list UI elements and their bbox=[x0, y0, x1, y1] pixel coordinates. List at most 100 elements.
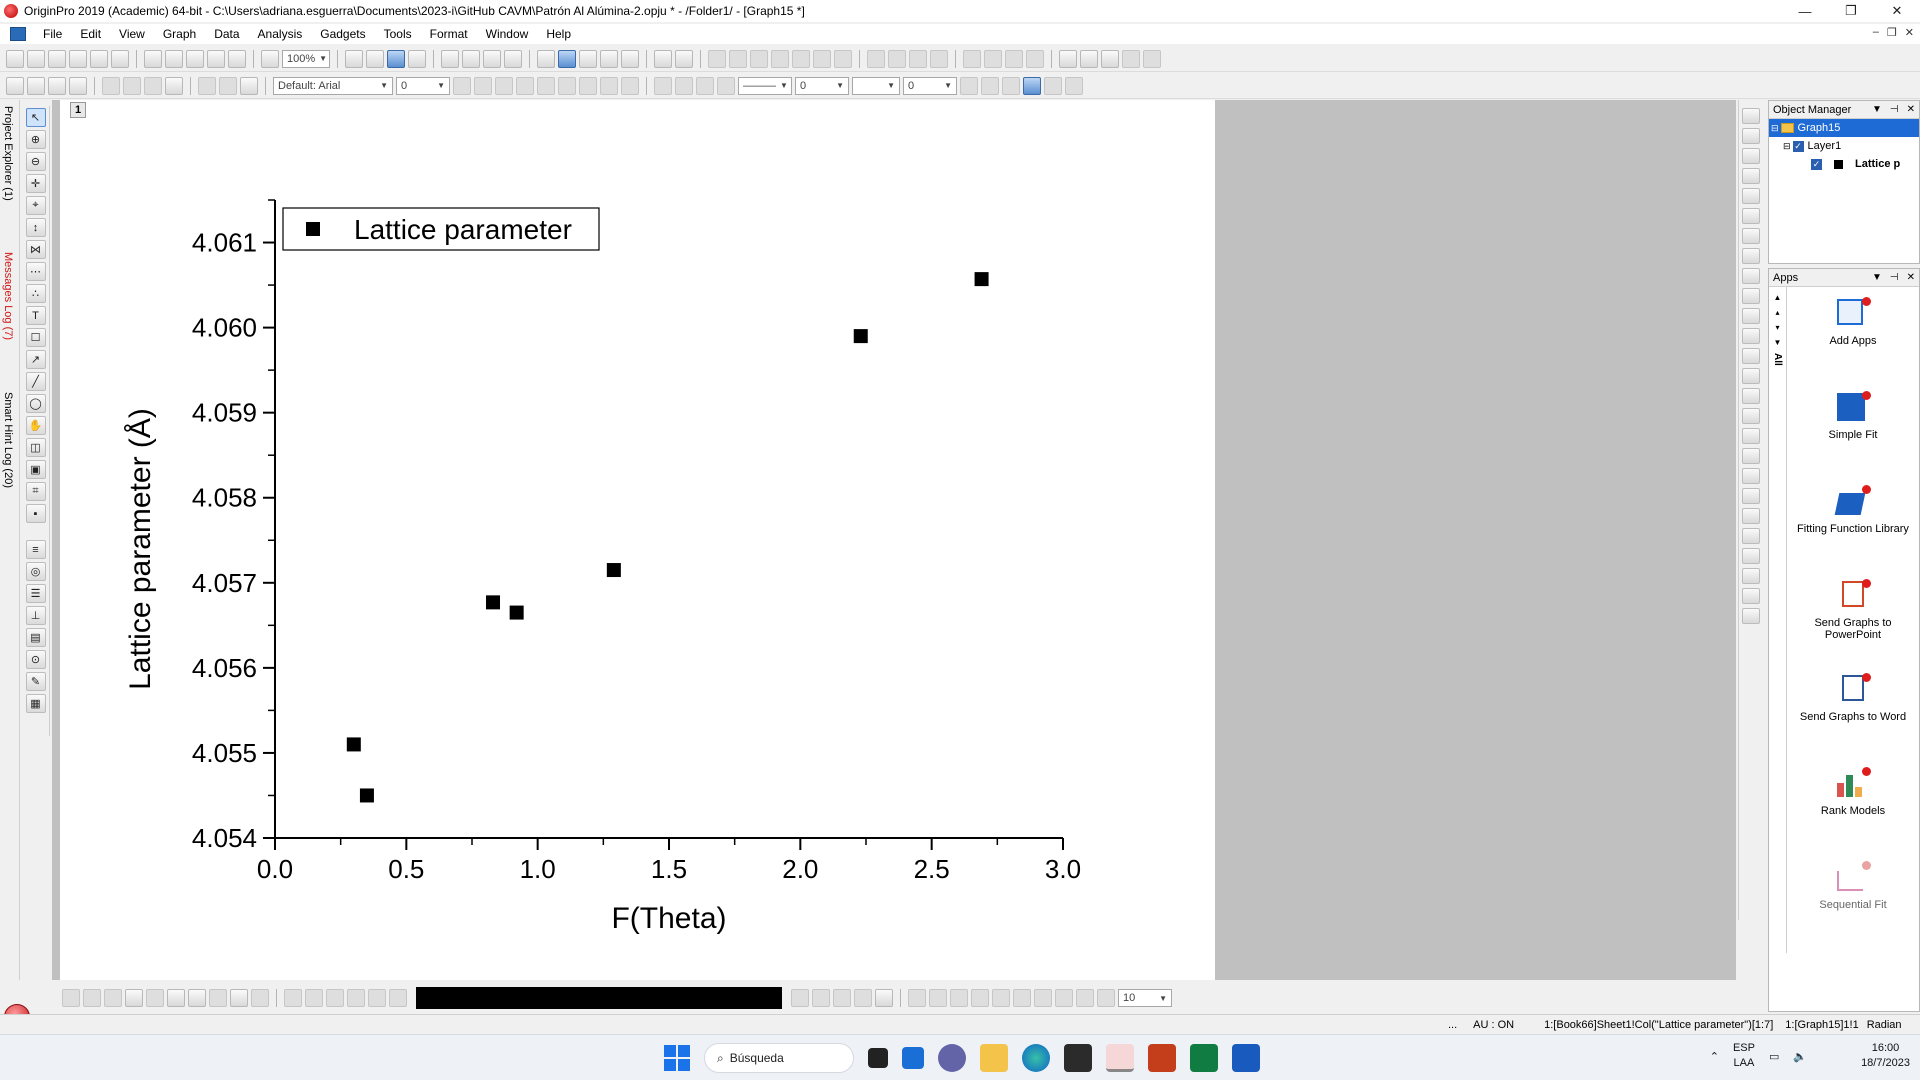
tree-node-plot[interactable]: ✓ Lattice p bbox=[1769, 155, 1919, 173]
tree-node-graph[interactable]: ⊟ Graph15 bbox=[1769, 119, 1919, 137]
extract-layer-icon[interactable] bbox=[1741, 288, 1760, 304]
multi-panel-icon[interactable] bbox=[146, 989, 164, 1007]
sort-icon[interactable] bbox=[729, 49, 747, 68]
underline-icon[interactable] bbox=[495, 76, 513, 95]
line-symbol-plot-icon[interactable] bbox=[104, 989, 122, 1007]
data-selector-tool-icon[interactable]: ⋈ bbox=[25, 240, 46, 259]
cut-icon[interactable] bbox=[198, 76, 216, 95]
link-icon[interactable] bbox=[1741, 488, 1760, 504]
app-send-graphs-powerpoint[interactable]: Send Graphs to PowerPoint bbox=[1787, 577, 1919, 671]
arrange-layers-icon[interactable] bbox=[1741, 428, 1760, 444]
column-plot-icon[interactable] bbox=[125, 989, 143, 1007]
new-matrix-icon[interactable] bbox=[90, 49, 108, 68]
filter-icon[interactable] bbox=[813, 49, 831, 68]
store-icon[interactable] bbox=[1064, 1044, 1092, 1072]
app-rank-models[interactable]: Rank Models bbox=[1787, 765, 1919, 859]
data-point[interactable] bbox=[486, 595, 501, 610]
mask-tool-icon[interactable]: ⋯ bbox=[25, 262, 46, 281]
set-y-icon[interactable] bbox=[888, 49, 906, 68]
move-left-icon[interactable] bbox=[908, 989, 926, 1007]
matrix-icon[interactable] bbox=[48, 76, 66, 95]
maximize-button[interactable]: ❐ bbox=[1845, 3, 1857, 18]
new-graph-icon[interactable] bbox=[69, 49, 87, 68]
menu-view[interactable]: View bbox=[119, 27, 145, 41]
app-send-graphs-word[interactable]: Send Graphs to Word bbox=[1787, 671, 1919, 765]
resize-3d-icon[interactable] bbox=[854, 989, 872, 1007]
superscript-icon[interactable] bbox=[516, 76, 534, 95]
save-icon[interactable] bbox=[186, 49, 204, 68]
draw-data-tool-icon[interactable]: ∴ bbox=[25, 284, 46, 303]
pattern-fill-icon[interactable] bbox=[960, 76, 978, 95]
menu-help[interactable]: Help bbox=[546, 27, 572, 41]
fill-color-icon[interactable] bbox=[654, 76, 672, 95]
new-folder-icon[interactable] bbox=[27, 49, 45, 68]
panel-menu-icon[interactable]: ▼ bbox=[1871, 272, 1882, 283]
3d-scatter-icon[interactable] bbox=[326, 989, 344, 1007]
lock-icon[interactable] bbox=[1065, 76, 1083, 95]
draw-data-icon[interactable] bbox=[621, 49, 639, 68]
legend[interactable]: Lattice parameter bbox=[282, 207, 600, 251]
front-icon[interactable] bbox=[1741, 548, 1760, 564]
box-frame-icon[interactable] bbox=[1741, 368, 1760, 384]
windows-start-icon[interactable] bbox=[664, 1045, 690, 1071]
results-log-icon[interactable] bbox=[441, 49, 459, 68]
previous-icon[interactable] bbox=[984, 49, 1002, 68]
contour-icon[interactable] bbox=[209, 989, 227, 1007]
network-icon[interactable]: ▭ bbox=[1768, 1050, 1780, 1063]
bold-icon[interactable] bbox=[453, 76, 471, 95]
data-point[interactable] bbox=[359, 788, 374, 803]
scroll-bottom-icon[interactable]: ▼ bbox=[1773, 338, 1782, 347]
surface-icon[interactable] bbox=[1097, 989, 1115, 1007]
project-explorer-tab[interactable]: Project Explorer (1) bbox=[2, 106, 14, 201]
clock[interactable]: 16:00 18/7/2023 bbox=[1861, 1041, 1910, 1071]
app-add-apps[interactable]: Add Apps bbox=[1787, 295, 1919, 389]
checkbox-icon[interactable]: ✓ bbox=[1811, 158, 1822, 170]
menu-file[interactable]: File bbox=[43, 27, 63, 41]
add-column-icon[interactable] bbox=[708, 49, 726, 68]
checkbox-icon[interactable]: ✓ bbox=[1792, 140, 1804, 152]
move-down-icon[interactable] bbox=[971, 989, 989, 1007]
line-style-select[interactable]: ——— ▼ bbox=[738, 76, 792, 95]
zoom-in-icon[interactable]: ⊕ bbox=[25, 130, 46, 149]
statistics-icon[interactable] bbox=[675, 49, 693, 68]
font-grow-icon[interactable] bbox=[579, 76, 597, 95]
annotation-tool-icon[interactable]: ☐ bbox=[25, 328, 46, 347]
filter-clear-icon[interactable] bbox=[834, 49, 852, 68]
layer-icon[interactable] bbox=[1741, 248, 1760, 264]
refresh-icon[interactable] bbox=[366, 49, 384, 68]
3d-settings-icon[interactable] bbox=[875, 989, 893, 1007]
menu-analysis[interactable]: Analysis bbox=[257, 27, 303, 41]
screen-reader-icon[interactable]: ⌖ bbox=[25, 196, 46, 215]
menu-gadgets[interactable]: Gadgets bbox=[320, 27, 366, 41]
rescale-y-icon[interactable] bbox=[1741, 148, 1760, 164]
tray-chevron-icon[interactable]: ⌃ bbox=[1709, 1050, 1719, 1063]
template-library-icon[interactable] bbox=[251, 989, 269, 1007]
menu-window[interactable]: Window bbox=[485, 27, 529, 41]
line-color-icon[interactable] bbox=[696, 76, 714, 95]
graph-page[interactable]: 1 0.0 0.5 1.0 1.5 2.0 2.5 3.0 4.054 4.055 4.056 4.… bbox=[60, 100, 1215, 980]
data-point[interactable] bbox=[346, 737, 361, 752]
align-icon[interactable] bbox=[1741, 448, 1760, 464]
merge-graph-icon[interactable] bbox=[1741, 268, 1760, 284]
insert-tool-icon[interactable]: ⌗ bbox=[25, 482, 46, 501]
apps-icon[interactable] bbox=[1059, 49, 1077, 68]
legend-tool-icon[interactable]: ☰ bbox=[25, 584, 46, 603]
3d-surface-icon[interactable] bbox=[284, 989, 302, 1007]
ellipse-tool-icon[interactable]: ◯ bbox=[25, 394, 46, 413]
color-scale-icon[interactable]: ≡ bbox=[25, 540, 46, 559]
pin-icon[interactable]: ⊣ bbox=[1889, 104, 1899, 115]
fit-frame-icon[interactable] bbox=[1034, 989, 1052, 1007]
mark-icon[interactable] bbox=[1023, 76, 1041, 95]
teams-icon[interactable] bbox=[938, 1044, 966, 1072]
menu-format[interactable]: Format bbox=[429, 27, 468, 41]
taskbar-search[interactable]: ⌕ Búsqueda bbox=[704, 1043, 854, 1073]
axis-scale-icon[interactable] bbox=[1741, 408, 1760, 424]
ternary-icon[interactable] bbox=[389, 989, 407, 1007]
zoom-out-icon[interactable]: ⊖ bbox=[25, 152, 46, 171]
scale-bar-icon[interactable]: ⊥ bbox=[25, 606, 46, 625]
origin-taskbar-icon[interactable] bbox=[1106, 1044, 1134, 1072]
layer-arrange-icon[interactable] bbox=[123, 76, 141, 95]
font-size-select[interactable]: 0 ▼ bbox=[396, 76, 450, 95]
excel-icon[interactable] bbox=[1190, 1044, 1218, 1072]
scale-icon[interactable]: ✛ bbox=[25, 174, 46, 193]
